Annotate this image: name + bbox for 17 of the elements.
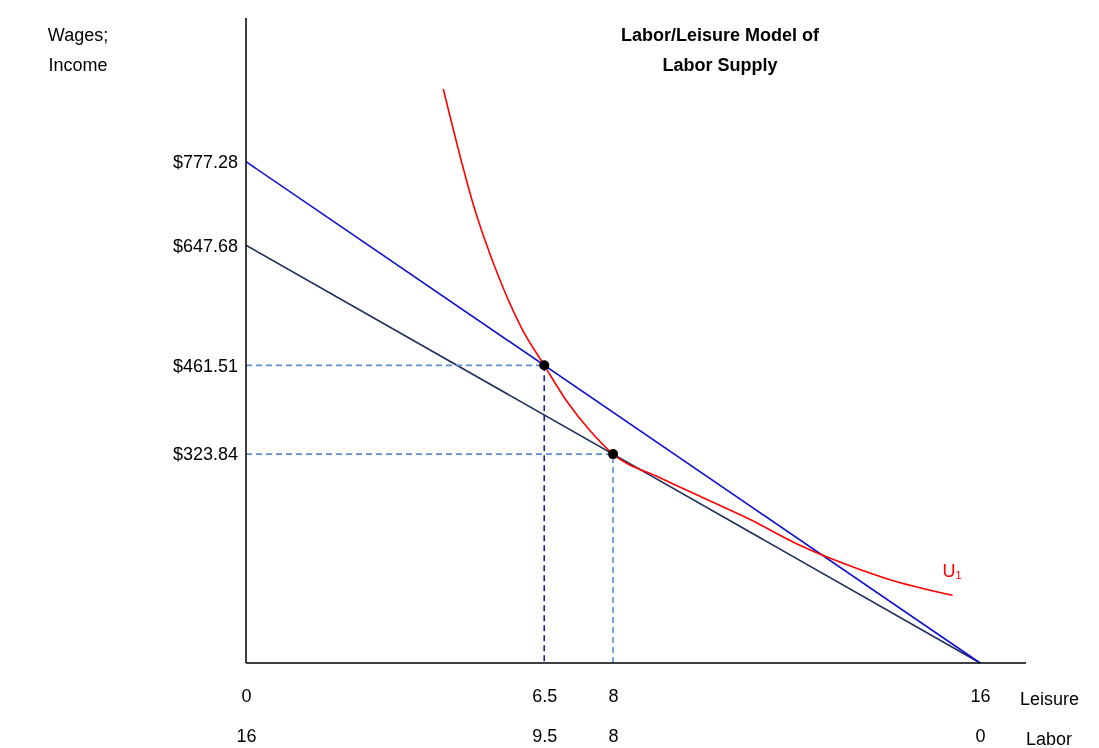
y-tick-label: $777.28 bbox=[172, 151, 238, 172]
y-tick-label: $647.68 bbox=[172, 235, 238, 256]
series-label: U₁ bbox=[942, 561, 962, 582]
x-tick-label: 16 bbox=[970, 685, 991, 706]
x2-tick-label: 16 bbox=[236, 725, 257, 746]
x-axis-title: Leisure bbox=[1020, 689, 1080, 709]
y-tick-label: $461.51 bbox=[172, 355, 238, 376]
x-tick-label: 0 bbox=[241, 685, 252, 706]
x2-tick-label: 9.5 bbox=[532, 725, 558, 746]
x2-tick-label: 8 bbox=[608, 725, 619, 746]
x2-axis-title: Labor bbox=[1026, 729, 1073, 748]
y-axis-title: Wages; Income bbox=[47, 25, 109, 75]
x-tick-label: 6.5 bbox=[532, 685, 558, 706]
x-tick-label: 8 bbox=[608, 685, 619, 706]
x2-tick-label: 0 bbox=[975, 725, 986, 746]
text: Labor/Leisure Model of Labor Supply bbox=[620, 25, 821, 75]
y-tick-label: $323.84 bbox=[172, 444, 238, 465]
